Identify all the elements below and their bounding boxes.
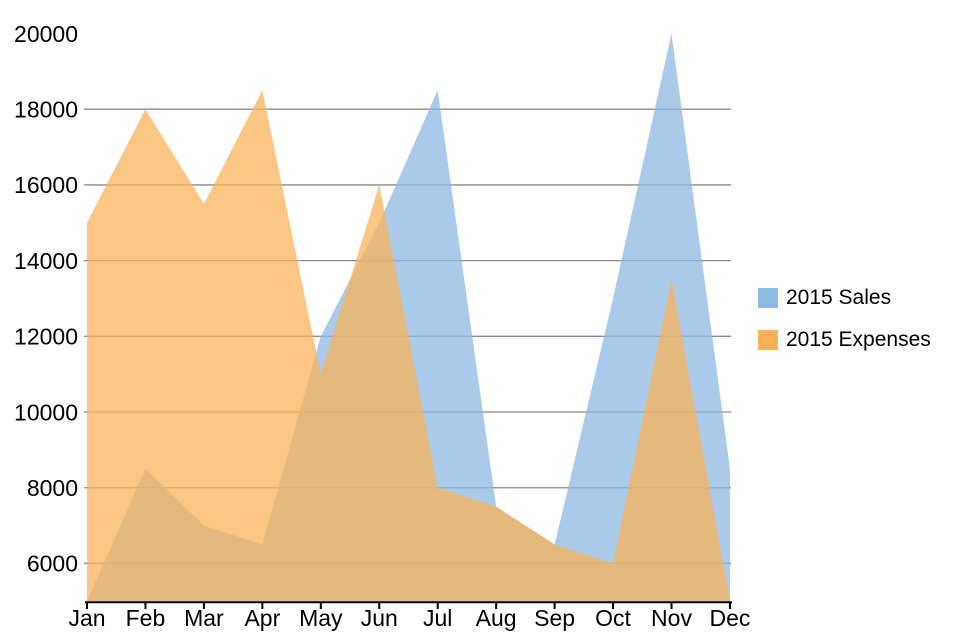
x-label-dec: Dec xyxy=(709,605,750,631)
2015-sales-area xyxy=(87,33,730,602)
expenses-legend-label: 2015 Expenses xyxy=(786,328,931,351)
x-label-mar: Mar xyxy=(184,605,224,631)
expenses-legend-swatch xyxy=(758,330,778,350)
2015-expenses-area xyxy=(87,90,730,602)
x-label-jan: Jan xyxy=(68,605,105,631)
x-label-jun: Jun xyxy=(361,605,398,631)
x-label-apr: Apr xyxy=(244,605,280,631)
sales-legend-swatch xyxy=(758,288,778,308)
legend-item-sales: 2015 Sales xyxy=(758,286,931,309)
x-label-nov: Nov xyxy=(651,605,692,631)
y-label-20000: 20000 xyxy=(14,21,78,47)
x-label-aug: Aug xyxy=(476,605,517,631)
y-label-12000: 12000 xyxy=(14,324,78,350)
legend-item-expenses: 2015 Expenses xyxy=(758,328,931,351)
y-label-6000: 6000 xyxy=(27,551,78,577)
sales-legend-label: 2015 Sales xyxy=(786,286,892,309)
y-label-14000: 14000 xyxy=(14,248,78,274)
y-label-10000: 10000 xyxy=(14,399,78,425)
y-label-18000: 18000 xyxy=(14,97,78,123)
x-label-may: May xyxy=(299,605,343,631)
x-label-sep: Sep xyxy=(534,605,575,631)
chart-legend: 2015 Sales 2015 Expenses xyxy=(758,286,931,351)
x-label-jul: Jul xyxy=(423,605,452,631)
x-label-oct: Oct xyxy=(595,605,631,631)
x-label-feb: Feb xyxy=(126,605,166,631)
y-label-16000: 16000 xyxy=(14,172,78,198)
y-label-8000: 8000 xyxy=(27,475,78,501)
